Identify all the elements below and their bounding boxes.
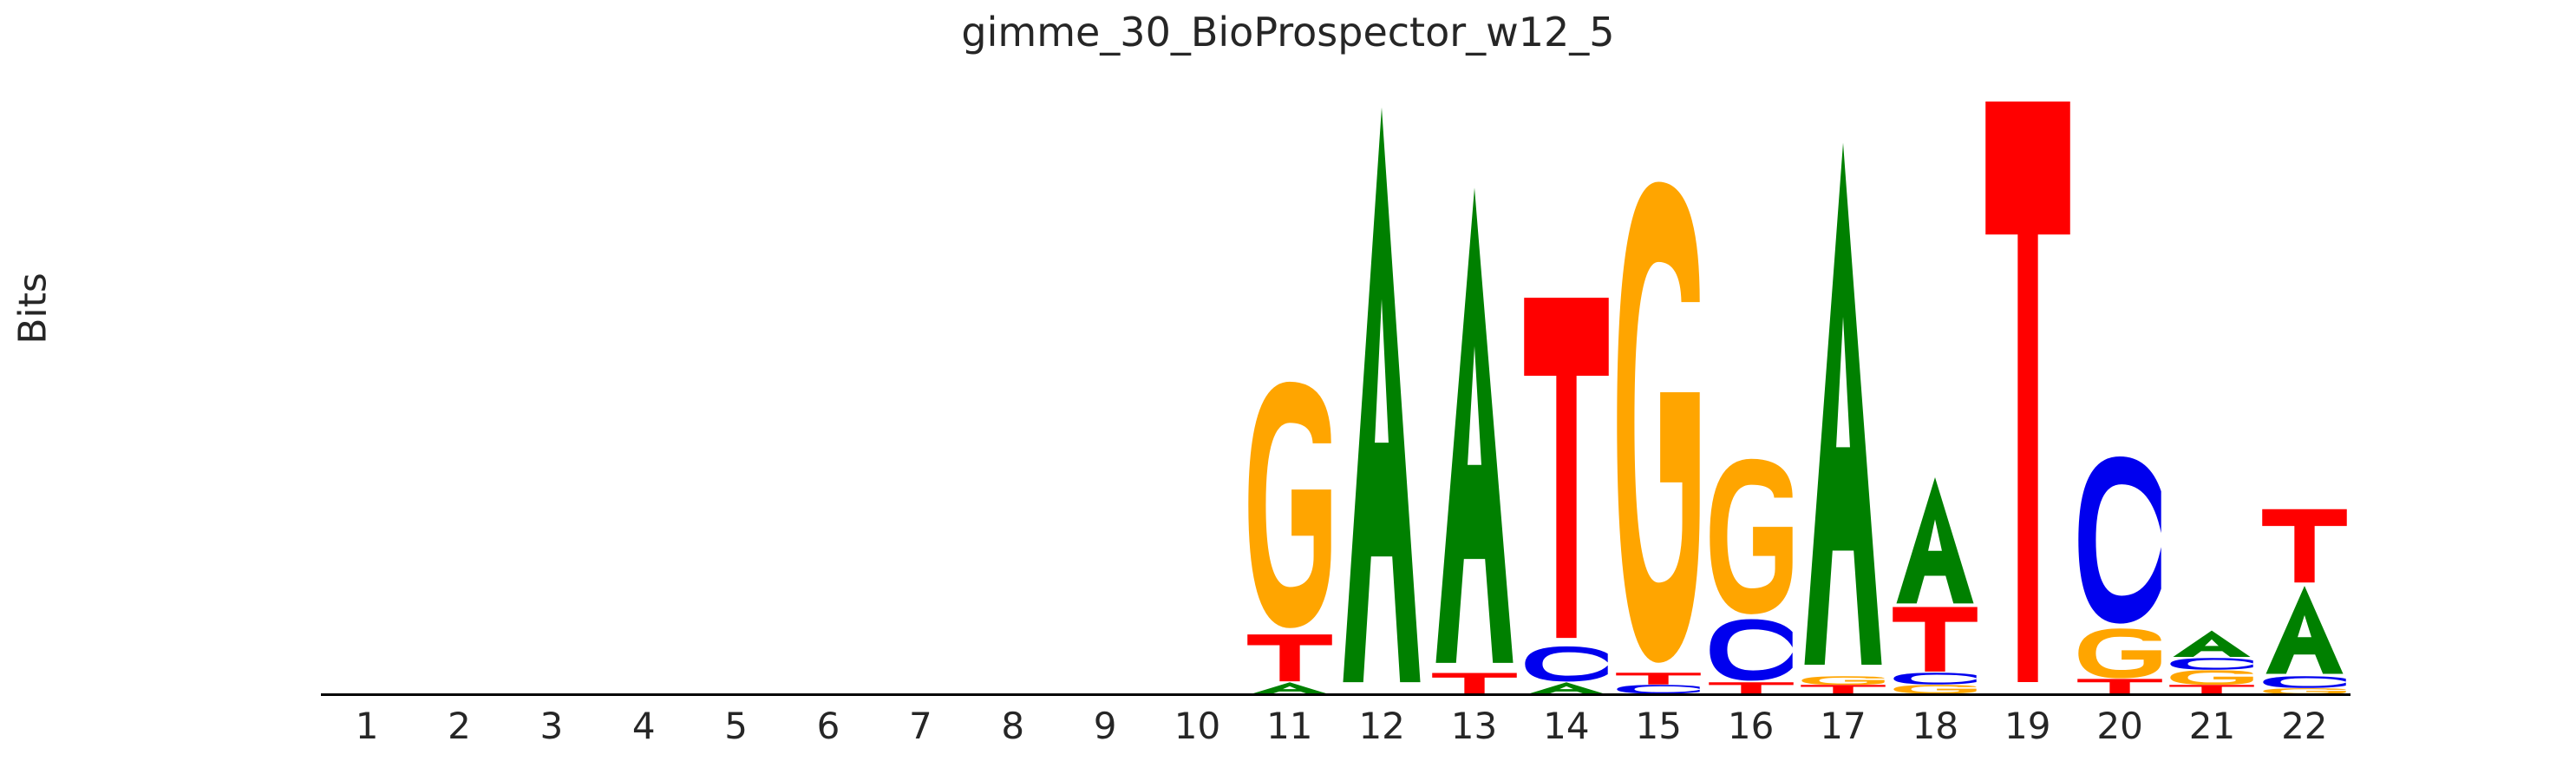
- x-axis-tick: 6: [816, 705, 840, 747]
- logo-stack: [1336, 95, 1428, 694]
- logo-plot-area: [321, 82, 2350, 694]
- logo-letter-C: [2166, 658, 2258, 670]
- page-title: gimme_30_BioProspector_w12_5: [961, 9, 1615, 56]
- logo-letter-G: [2166, 670, 2258, 686]
- logo-letter-T: [1889, 606, 1981, 673]
- x-axis-tick: 10: [1174, 705, 1221, 747]
- logo-letter-C: [1612, 685, 1704, 694]
- logo-letter-C: [2074, 453, 2166, 627]
- logo-letter-T: [1797, 685, 1889, 694]
- logo-letter-A: [1429, 178, 1520, 673]
- logo-letter-G: [2259, 688, 2350, 694]
- logo-letter-T: [2259, 508, 2350, 584]
- x-axis-tick: 4: [631, 705, 656, 747]
- y-axis-label: Bits: [10, 272, 56, 345]
- logo-letter-T: [1982, 89, 2074, 694]
- logo-letter-C: [1889, 673, 1981, 686]
- logo-letter-T: [2166, 685, 2258, 694]
- x-axis-tick: 20: [2096, 705, 2143, 747]
- x-axis-tick: 15: [1635, 705, 1682, 747]
- x-axis-tick: 18: [1912, 705, 1959, 747]
- x-axis-line: [321, 693, 2350, 696]
- logo-letter-T: [1612, 673, 1704, 686]
- logo-letter-G: [1705, 456, 1797, 618]
- logo-letter-A: [2259, 584, 2350, 676]
- logo-letter-A: [1520, 682, 1612, 694]
- x-axis-tick: 16: [1727, 705, 1775, 747]
- logo-stack: [1797, 132, 1889, 694]
- logo-letter-T: [1705, 682, 1797, 694]
- logo-letter-A: [1797, 132, 1889, 676]
- logo-letter-G: [1889, 685, 1981, 694]
- logo-stack: [1705, 456, 1797, 694]
- x-axis-tick: 1: [355, 705, 379, 747]
- x-axis-tick: 9: [1093, 705, 1117, 747]
- x-axis-tick: 17: [1820, 705, 1867, 747]
- logo-letter-G: [1797, 676, 1889, 686]
- logo-stack: [1244, 377, 1336, 694]
- logo-stack: [2166, 630, 2258, 694]
- x-axis-tick: 12: [1358, 705, 1405, 747]
- x-axis-tick: 14: [1543, 705, 1590, 747]
- logo-letter-T: [1520, 291, 1612, 645]
- logo-letter-G: [1612, 172, 1704, 673]
- logo-letter-A: [2166, 630, 2258, 658]
- logo-stack: [2259, 508, 2350, 694]
- x-axis-tick: 13: [1450, 705, 1498, 747]
- logo-letter-G: [2074, 627, 2166, 679]
- logo-letter-T: [1244, 633, 1336, 682]
- x-axis-tick: 2: [448, 705, 471, 747]
- logo-letter-A: [1889, 475, 1981, 606]
- logo-stack: [1982, 89, 2074, 694]
- logo-letter-A: [1336, 95, 1428, 694]
- logo-letter-C: [2259, 676, 2350, 688]
- logo-letter-T: [2074, 679, 2166, 694]
- logo-stack: [1429, 178, 1520, 694]
- x-axis-tick: 21: [2188, 705, 2236, 747]
- x-axis-tick: 22: [2281, 705, 2328, 747]
- x-axis-tick: 8: [1001, 705, 1025, 747]
- logo-stack: [1520, 291, 1612, 694]
- x-axis-tick: 11: [1266, 705, 1313, 747]
- x-axis-tick: 3: [539, 705, 564, 747]
- logo-letter-A: [1244, 682, 1336, 694]
- logo-stack: [1612, 172, 1704, 694]
- logo-letter-C: [1705, 618, 1797, 682]
- x-axis-tick: 5: [724, 705, 748, 747]
- logo-letter-G: [1244, 377, 1336, 633]
- x-axis-tick: 7: [908, 705, 932, 747]
- logo-stack: [2074, 453, 2166, 694]
- logo-stack: [1889, 475, 1981, 694]
- logo-letter-C: [1520, 646, 1612, 682]
- logo-letter-T: [1429, 673, 1520, 694]
- x-axis-tick: 19: [2004, 705, 2051, 747]
